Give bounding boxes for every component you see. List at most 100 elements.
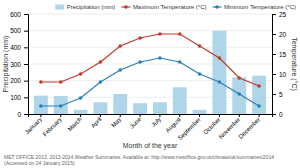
tick-label: 25 xyxy=(279,11,287,18)
y-axis: 0 100 200 300 400 500 600 xyxy=(10,11,28,118)
tick: October xyxy=(202,114,221,136)
chart: 0 100 200 300 400 500 600 0 5 10 15 20 25 JanuaryFebr… xyxy=(0,0,300,168)
bar xyxy=(113,94,127,114)
legend-item: Maximum Temperature (°C) xyxy=(121,4,206,10)
tick: February xyxy=(42,114,63,137)
grid-line xyxy=(28,64,272,65)
tick-label: 100 xyxy=(10,94,21,101)
marker xyxy=(178,60,182,64)
tick-mark xyxy=(24,47,28,48)
marker xyxy=(39,104,43,108)
bar xyxy=(133,103,147,114)
marker xyxy=(237,76,241,80)
tick-mark xyxy=(24,97,28,98)
tick-label: 400 xyxy=(10,44,21,51)
marker xyxy=(59,80,63,84)
bar xyxy=(252,76,266,114)
tick: July xyxy=(150,114,162,128)
tick-mark xyxy=(80,114,81,117)
tick-mark xyxy=(24,81,28,82)
tick-mark xyxy=(120,114,121,117)
bar xyxy=(54,96,68,114)
marker xyxy=(99,80,103,84)
grid-line xyxy=(28,47,272,48)
tick-label: January xyxy=(24,116,43,135)
marker xyxy=(59,104,63,108)
tick: April xyxy=(90,114,103,129)
bar xyxy=(93,102,107,114)
x-axis-title: Month of the year xyxy=(123,142,178,150)
source-note: MET OFFICE 2013, 2013-2014 Weather Summa… xyxy=(4,154,274,166)
marker xyxy=(39,80,43,84)
plot-area xyxy=(34,31,266,114)
marker xyxy=(79,96,83,100)
legend-item: Minimum Temperature (°C) xyxy=(213,4,296,10)
tick-label: 600 xyxy=(10,11,21,18)
tick-mark xyxy=(140,114,141,117)
bar xyxy=(212,31,226,114)
tick: 20 xyxy=(272,31,287,38)
tick: 10 xyxy=(272,71,287,78)
tick: September xyxy=(177,114,202,141)
grid xyxy=(28,14,272,114)
tick: May xyxy=(110,114,122,128)
tick-label: 5 xyxy=(279,91,283,98)
tick: 600 xyxy=(10,11,28,18)
tick: 200 xyxy=(10,77,28,84)
tick-mark xyxy=(272,94,276,95)
tick: 500 xyxy=(10,27,28,34)
tick-label: March xyxy=(67,116,83,132)
grid-line xyxy=(28,14,272,15)
tick: 0 xyxy=(17,111,28,118)
tick-label: 200 xyxy=(10,77,21,84)
marker xyxy=(138,36,142,40)
tick-mark xyxy=(40,114,41,117)
legend-marker xyxy=(215,5,219,9)
tick-label: 0 xyxy=(279,111,283,118)
tick-mark xyxy=(272,74,276,75)
tick: June xyxy=(129,114,143,130)
marker xyxy=(198,72,202,76)
tick: December xyxy=(237,114,261,140)
tick: 0 xyxy=(272,111,283,118)
tick-mark xyxy=(272,14,276,15)
x-axis: JanuaryFebruaryMarch April May June JulyAugu… xyxy=(24,114,273,141)
marker xyxy=(158,56,162,60)
tick-label: December xyxy=(237,116,261,140)
tick-mark xyxy=(24,31,28,32)
tick-label: 0 xyxy=(17,111,21,118)
bar xyxy=(153,102,167,114)
bar xyxy=(232,77,246,114)
marker xyxy=(218,80,222,84)
marker xyxy=(99,60,103,64)
marker xyxy=(257,84,261,88)
marker xyxy=(257,104,261,108)
tick-label: October xyxy=(202,116,221,135)
bar xyxy=(193,110,207,114)
tick-mark xyxy=(259,114,260,117)
legend-label: Minimum Temperature (°C) xyxy=(224,4,296,10)
tick: 15 xyxy=(272,51,287,58)
tick: 5 xyxy=(272,91,283,98)
tick-label: 500 xyxy=(10,27,21,34)
tick-mark xyxy=(60,114,61,117)
tick-mark xyxy=(24,64,28,65)
tick-label: June xyxy=(129,116,143,130)
marker xyxy=(138,60,142,64)
marker xyxy=(218,56,222,60)
tick: 300 xyxy=(10,61,28,68)
tick: August xyxy=(164,114,182,134)
bar xyxy=(173,87,187,114)
legend-label: Precipitation (mm) xyxy=(67,4,116,10)
tick-label: August xyxy=(164,116,182,134)
tick-label: February xyxy=(42,116,63,137)
legend-label: Maximum Temperature (°C) xyxy=(133,4,207,10)
tick-label: 15 xyxy=(279,51,287,58)
tick-mark xyxy=(24,114,28,115)
legend-marker xyxy=(124,5,128,9)
marker xyxy=(178,32,182,36)
tick: January xyxy=(24,114,43,136)
marker xyxy=(198,44,202,48)
tick-mark xyxy=(179,114,180,117)
tick-label: 20 xyxy=(279,31,287,38)
